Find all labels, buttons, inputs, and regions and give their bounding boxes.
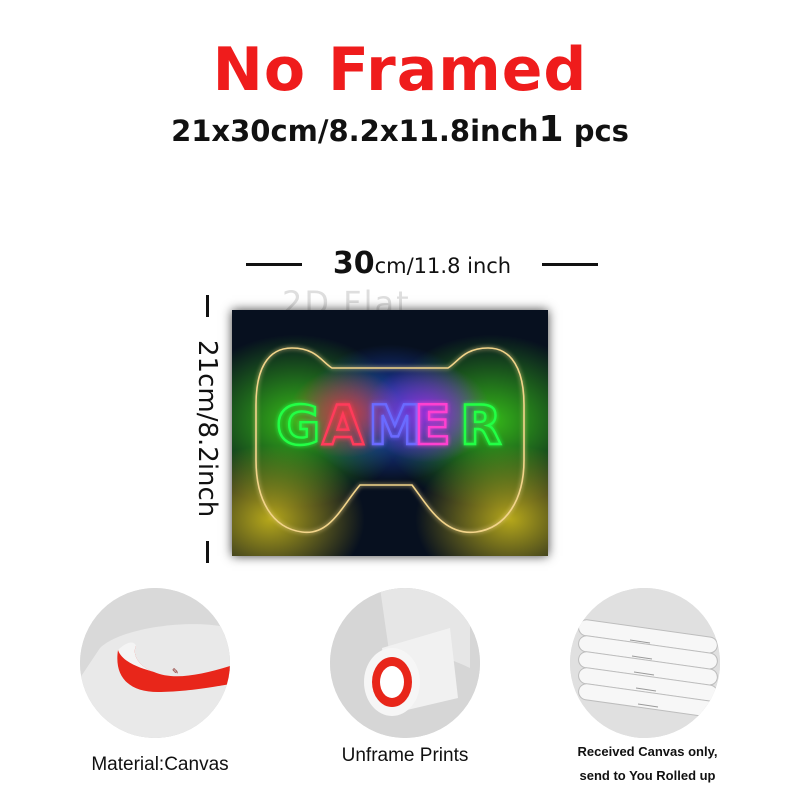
title-no-framed: No Framed	[212, 35, 588, 105]
smoke-purple	[232, 310, 548, 556]
gamer-letter: A	[322, 394, 364, 457]
width-unit: cm/11.8 inch	[374, 254, 512, 278]
gamer-word: G A ME R	[275, 393, 503, 458]
gamer-letter: R	[460, 394, 502, 457]
quantity-unit: pcs	[573, 114, 629, 148]
size-dimensions: 21x30cm/8.2x11.8inch	[171, 114, 539, 148]
width-dimension: 30cm/11.8 inch	[246, 246, 598, 282]
gamer-letter: G	[276, 394, 320, 457]
caption-rolled-line1: Received Canvas only,	[577, 744, 718, 759]
canvas-roll-icon: ✎	[80, 588, 230, 738]
gamer-letter: E	[414, 394, 451, 457]
canvas-material-photo: ✎	[80, 588, 230, 738]
rolled-print-icon	[330, 588, 480, 738]
width-label: 30cm/11.8 inch	[333, 249, 511, 279]
dimension-line-top	[205, 295, 209, 317]
caption-material: Material:Canvas	[91, 754, 229, 775]
unframed-print-photo	[330, 588, 480, 738]
caption-unframe: Unframe Prints	[341, 745, 469, 766]
width-number: 30	[332, 246, 375, 281]
poster-artwork: G A ME R	[232, 310, 548, 556]
caption-rolled: Received Canvas only, send to You Rolled…	[560, 740, 735, 788]
gamer-letter: M	[368, 394, 422, 457]
dimension-line-left	[246, 262, 302, 266]
height-dimension: 21cm/8.2inch	[192, 295, 222, 563]
caption-rolled-line2: send to You Rolled up	[579, 768, 716, 783]
height-label: 21cm/8.2inch	[192, 340, 222, 518]
quantity-number: 1	[538, 109, 564, 150]
dimension-line-right	[541, 262, 598, 266]
rolled-tubes-icon	[570, 588, 720, 738]
size-quantity-line: 21x30cm/8.2x11.8inch1 pcs	[0, 112, 800, 148]
controller-outline	[255, 347, 525, 534]
rolled-canvas-photo	[570, 588, 720, 738]
svg-text:✎: ✎	[172, 667, 179, 676]
dimension-line-bottom	[205, 540, 209, 563]
